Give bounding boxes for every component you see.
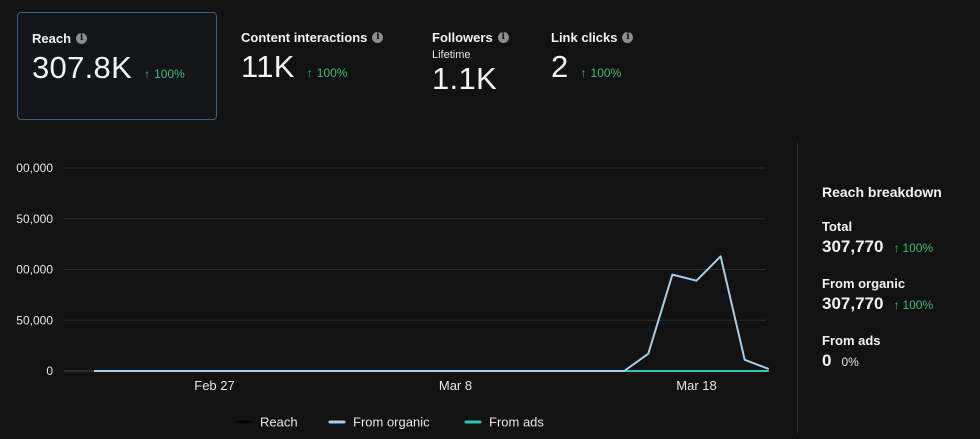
reach-line-chart[interactable]: 0 50,000 00,000 50,000 00,000 Feb 27 Mar 8 Mar… bbox=[0, 140, 790, 439]
breakdown-value-row: 0 0% bbox=[822, 351, 980, 371]
metric-title-row: Followers i bbox=[432, 30, 514, 45]
metric-change-value: 100% bbox=[154, 67, 185, 81]
arrow-up-icon: ↑ bbox=[306, 66, 313, 80]
breakdown-total: Total 307,770 ↑ 100% bbox=[822, 219, 980, 257]
y-tick-label: 0 bbox=[46, 364, 53, 378]
legend-label[interactable]: From ads bbox=[489, 415, 544, 430]
arrow-up-icon: ↑ bbox=[893, 298, 900, 312]
info-icon[interactable]: i bbox=[622, 32, 634, 43]
x-tick-label: Feb 27 bbox=[194, 378, 234, 393]
metric-value: 2 bbox=[551, 49, 569, 84]
breakdown-value: 307,770 bbox=[822, 237, 884, 256]
metric-change-value: 100% bbox=[316, 66, 348, 80]
info-icon[interactable]: i bbox=[76, 33, 88, 44]
breakdown-label: From ads bbox=[822, 333, 881, 348]
series-line-from-organic bbox=[94, 255, 770, 372]
metric-change-value: 100% bbox=[590, 66, 622, 80]
metric-title: Content interactions bbox=[241, 30, 368, 45]
chart-series bbox=[94, 255, 770, 372]
metric-change: ↑ 100% bbox=[581, 66, 622, 80]
breakdown-change-value: 0% bbox=[841, 355, 859, 369]
series-line-reach bbox=[94, 255, 770, 372]
metric-value: 11K bbox=[241, 49, 295, 84]
arrow-up-icon: ↑ bbox=[144, 67, 151, 81]
x-tick-label: Mar 18 bbox=[676, 378, 716, 393]
metric-card-link-clicks[interactable]: Link clicks i 2 ↑ 100% bbox=[537, 12, 667, 120]
metric-title-row: Reach i bbox=[32, 31, 202, 46]
breakdown-change: ↑ 100% bbox=[893, 298, 933, 312]
y-axis-labels: 0 50,000 00,000 50,000 00,000 bbox=[16, 161, 53, 378]
metric-value: 1.1K bbox=[432, 61, 497, 96]
metric-value-row: 11K ↑ 100% bbox=[241, 49, 403, 85]
breakdown-organic: From organic 307,770 ↑ 100% bbox=[822, 276, 980, 314]
x-tick-label: Mar 8 bbox=[439, 378, 472, 393]
info-icon[interactable]: i bbox=[497, 32, 509, 43]
panel-divider bbox=[797, 143, 798, 433]
metric-title-row: Link clicks i bbox=[551, 30, 653, 45]
arrow-up-icon: ↑ bbox=[580, 66, 587, 80]
breakdown-value: 0 bbox=[822, 351, 832, 370]
metric-title: Followers bbox=[432, 30, 493, 45]
metric-value-row: 1.1K bbox=[432, 61, 514, 97]
breakdown-label: Total bbox=[822, 219, 853, 234]
info-icon[interactable]: i bbox=[372, 32, 384, 43]
y-tick-label: 00,000 bbox=[16, 263, 53, 277]
legend-label[interactable]: From organic bbox=[353, 415, 430, 430]
metric-value: 307.8K bbox=[32, 50, 133, 85]
metric-title-row: Content interactions i bbox=[241, 30, 403, 45]
x-axis-labels: Feb 27 Mar 8 Mar 18 bbox=[194, 378, 716, 393]
breakdown-value-row: 307,770 ↑ 100% bbox=[822, 237, 980, 257]
legend-label[interactable]: Reach bbox=[260, 415, 298, 430]
breakdown-change-value: 100% bbox=[902, 241, 934, 255]
y-tick-label: 50,000 bbox=[16, 212, 53, 226]
breakdown-label: From organic bbox=[822, 276, 906, 291]
metric-card-reach[interactable]: Reach i 307.8K ↑ 100% bbox=[17, 12, 217, 120]
breakdown-ads: From ads 0 0% bbox=[822, 333, 980, 371]
metric-subtitle: Lifetime bbox=[432, 49, 471, 61]
chart-legend[interactable]: Reach From organic From ads bbox=[235, 415, 544, 430]
metric-value-row: 307.8K ↑ 100% bbox=[32, 50, 202, 86]
y-tick-label: 50,000 bbox=[16, 313, 53, 327]
metric-change: ↑ 100% bbox=[144, 67, 185, 81]
breakdown-title: Reach breakdown bbox=[822, 184, 942, 200]
metric-title: Link clicks bbox=[551, 30, 618, 45]
metric-card-followers[interactable]: Followers i Lifetime 1.1K bbox=[418, 12, 528, 120]
metric-title: Reach bbox=[32, 31, 72, 46]
breakdown-change-value: 100% bbox=[902, 298, 934, 312]
metric-value-row: 2 ↑ 100% bbox=[551, 49, 653, 85]
y-tick-label: 00,000 bbox=[16, 161, 53, 175]
breakdown-change: ↑ 100% bbox=[893, 241, 933, 255]
metric-card-content-interactions[interactable]: Content interactions i 11K ↑ 100% bbox=[227, 12, 417, 120]
reach-breakdown-panel: Reach breakdown Total 307,770 ↑ 100% From… bbox=[822, 184, 980, 371]
arrow-up-icon: ↑ bbox=[893, 241, 900, 255]
breakdown-value-row: 307,770 ↑ 100% bbox=[822, 294, 980, 314]
chart-grid bbox=[64, 167, 766, 372]
breakdown-value: 307,770 bbox=[822, 294, 884, 313]
metric-change: ↑ 100% bbox=[307, 66, 348, 80]
